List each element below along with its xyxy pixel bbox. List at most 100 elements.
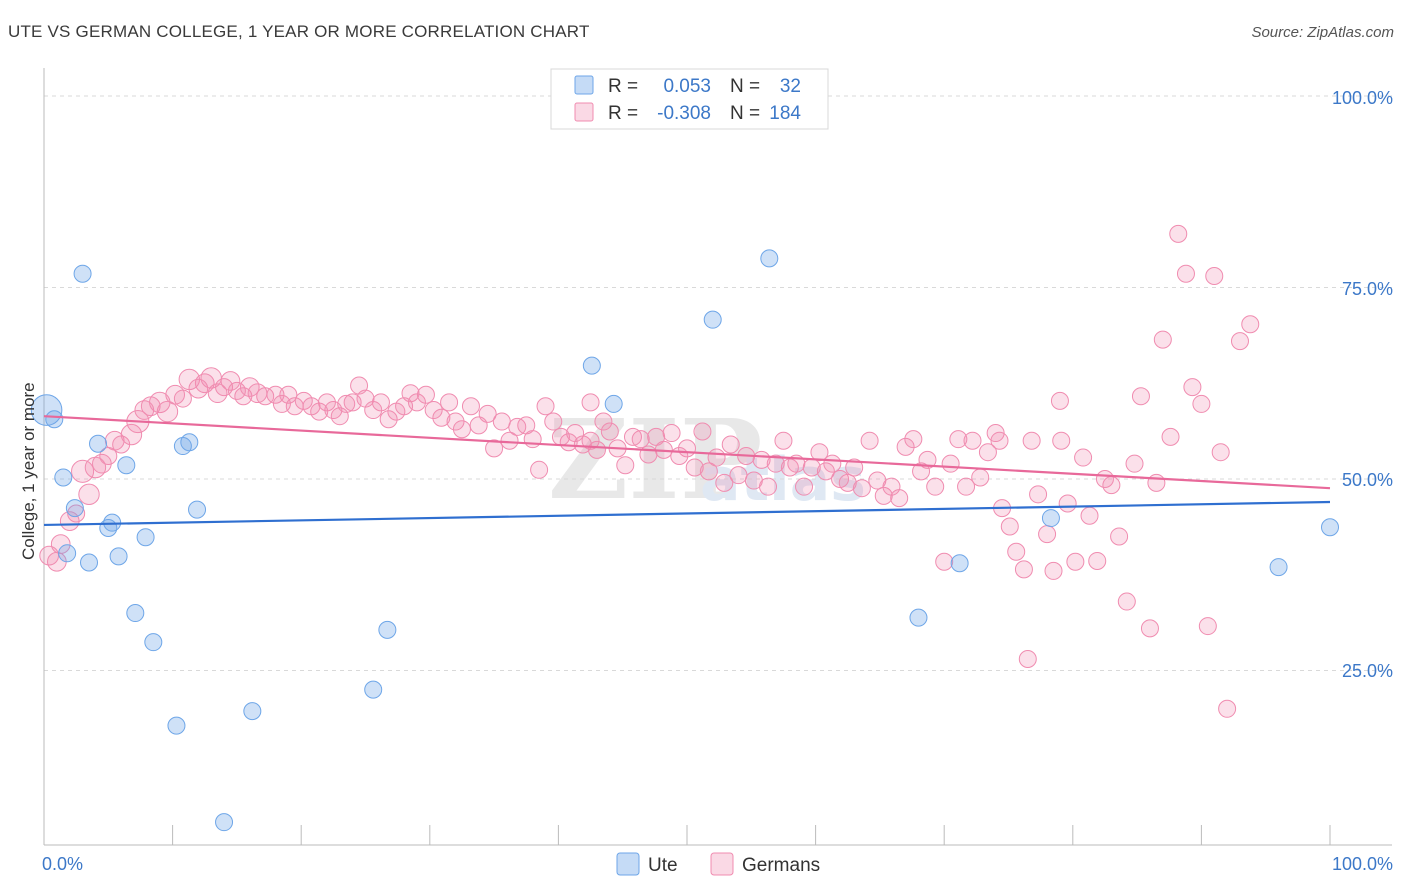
germans-point (1153, 330, 1172, 349)
germans-points (39, 224, 1260, 718)
germans-point (1044, 561, 1063, 580)
germans-point (220, 371, 241, 391)
germans-point (699, 462, 718, 481)
germans-point (485, 439, 504, 458)
germans-point (978, 443, 997, 462)
legend-n-value: 184 (769, 103, 801, 124)
germans-point (1169, 224, 1188, 243)
bottom-legend: Ute Germans (616, 852, 820, 876)
germans-point (1014, 560, 1033, 579)
germans-point (662, 424, 681, 443)
germans-point (707, 448, 726, 467)
germans-point (1074, 448, 1093, 467)
germans-point (120, 423, 143, 446)
germans-trend-line (43, 415, 1331, 490)
ute-point (144, 633, 163, 652)
germans-point (337, 394, 356, 413)
legend-r-value: -0.308 (657, 103, 711, 124)
germans-point (1218, 699, 1237, 718)
germans-point (416, 385, 435, 404)
ute-point (117, 456, 136, 475)
germans-point (631, 430, 650, 449)
ute-point (65, 499, 84, 518)
ute-trend-line (43, 500, 1331, 527)
legend-n-label: N = (730, 103, 760, 124)
germans-point (350, 376, 369, 395)
ute-point (89, 434, 108, 453)
germans-point (310, 402, 329, 421)
germans-point (1050, 391, 1069, 410)
germans-point (1102, 476, 1121, 495)
germans-point (1066, 552, 1085, 571)
germans-point (50, 534, 71, 554)
x-tick-label: 100.0% (1332, 854, 1393, 874)
germans-point (1110, 527, 1129, 546)
germans-point (594, 412, 613, 431)
legend-r-value: 0.053 (663, 76, 711, 97)
germans-point (685, 458, 704, 477)
ute-point (909, 608, 928, 627)
y-tick-label: 75.0% (1342, 279, 1393, 299)
bottom-legend-label-germans: Germans (742, 855, 820, 876)
ute-point (582, 356, 601, 375)
ute-point (167, 716, 186, 735)
germans-point (1117, 592, 1136, 611)
germans-point (941, 454, 960, 473)
germans-point (963, 431, 982, 450)
ute-point (703, 310, 722, 329)
germans-point (693, 422, 712, 441)
bottom-legend-swatch-germans (710, 852, 734, 876)
ute-point (58, 544, 77, 563)
germans-point (492, 412, 511, 431)
germans-point (446, 412, 465, 431)
germans-point (890, 489, 909, 508)
ute-point (760, 249, 779, 268)
legend-swatch-germans (574, 102, 594, 122)
germans-point (838, 473, 857, 492)
germans-point (1205, 267, 1224, 286)
germans-point (1029, 485, 1048, 504)
germans-point (239, 377, 260, 397)
germans-point (530, 460, 549, 479)
germans-point (1198, 617, 1217, 636)
germans-point (401, 384, 420, 403)
germans-point (71, 459, 95, 483)
ute-point (126, 604, 145, 623)
legend: R = 0.053 N = 32 R = -0.308 N = 184 (550, 68, 829, 130)
germans-point (918, 450, 937, 469)
germans-point (364, 401, 383, 420)
germans-point (1125, 454, 1144, 473)
germans-point (816, 462, 835, 481)
germans-point (795, 477, 814, 496)
germans-point (1131, 387, 1150, 406)
germans-point (1241, 315, 1260, 334)
germans-point (971, 468, 990, 487)
germans-point (639, 445, 658, 464)
x-tick-label: 0.0% (42, 854, 83, 874)
germans-point (78, 483, 100, 506)
germans-point (1007, 542, 1026, 561)
germans-point (266, 385, 285, 404)
germans-point (774, 431, 793, 450)
germans-point (721, 435, 740, 454)
germans-point (407, 393, 426, 412)
legend-swatch-ute (574, 75, 594, 95)
germans-point (860, 431, 879, 450)
y-axis-label: College, 1 year or more (19, 382, 38, 560)
germans-point (896, 437, 915, 456)
germans-point (600, 422, 619, 441)
germans-point (874, 486, 893, 505)
germans-point (536, 397, 555, 416)
germans-point (156, 400, 179, 423)
germans-point (1052, 431, 1071, 450)
germans-point (1230, 332, 1249, 351)
legend-r-label: R = (608, 103, 638, 124)
germans-point (461, 397, 480, 416)
germans-point (926, 477, 945, 496)
ute-point (54, 468, 73, 487)
germans-point (1018, 650, 1037, 669)
germans-point (371, 393, 390, 412)
germans-point (1058, 494, 1077, 513)
germans-point (766, 454, 785, 473)
